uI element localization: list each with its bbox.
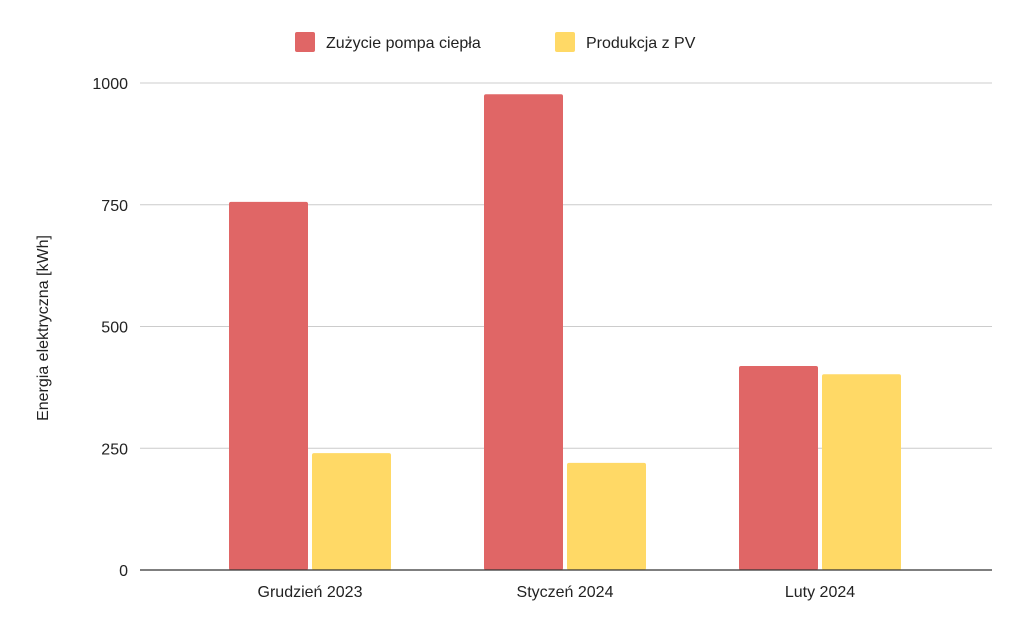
legend: Zużycie pompa ciepła Produkcja z PV — [295, 32, 696, 52]
bar-consumption — [739, 365, 818, 570]
y-tick-label: 750 — [101, 198, 128, 215]
x-tick-label: Luty 2024 — [785, 584, 855, 601]
legend-swatch — [555, 32, 575, 52]
bars — [229, 94, 901, 571]
legend-label: Produkcja z PV — [586, 35, 696, 52]
y-tick-label: 1000 — [92, 76, 128, 93]
bar-consumption — [484, 94, 563, 571]
x-tick-label: Styczeń 2024 — [517, 584, 614, 601]
legend-swatch — [295, 32, 315, 52]
x-tick-label: Grudzień 2023 — [258, 584, 363, 601]
y-tick-label: 0 — [119, 563, 128, 580]
y-tick-label: 250 — [101, 441, 128, 458]
y-tick-label: 500 — [101, 320, 128, 337]
legend-label: Zużycie pompa ciepła — [326, 35, 481, 52]
bar-pv-production — [567, 462, 646, 570]
bar-pv-production — [822, 374, 901, 570]
y-axis-title: Energia elektryczna [kWh] — [35, 235, 52, 421]
bar-pv-production — [312, 453, 391, 570]
bar-consumption — [229, 201, 308, 570]
axes: 0 250 500 750 1000 Grudzień 2023 Styczeń 2024 L… — [92, 76, 992, 601]
